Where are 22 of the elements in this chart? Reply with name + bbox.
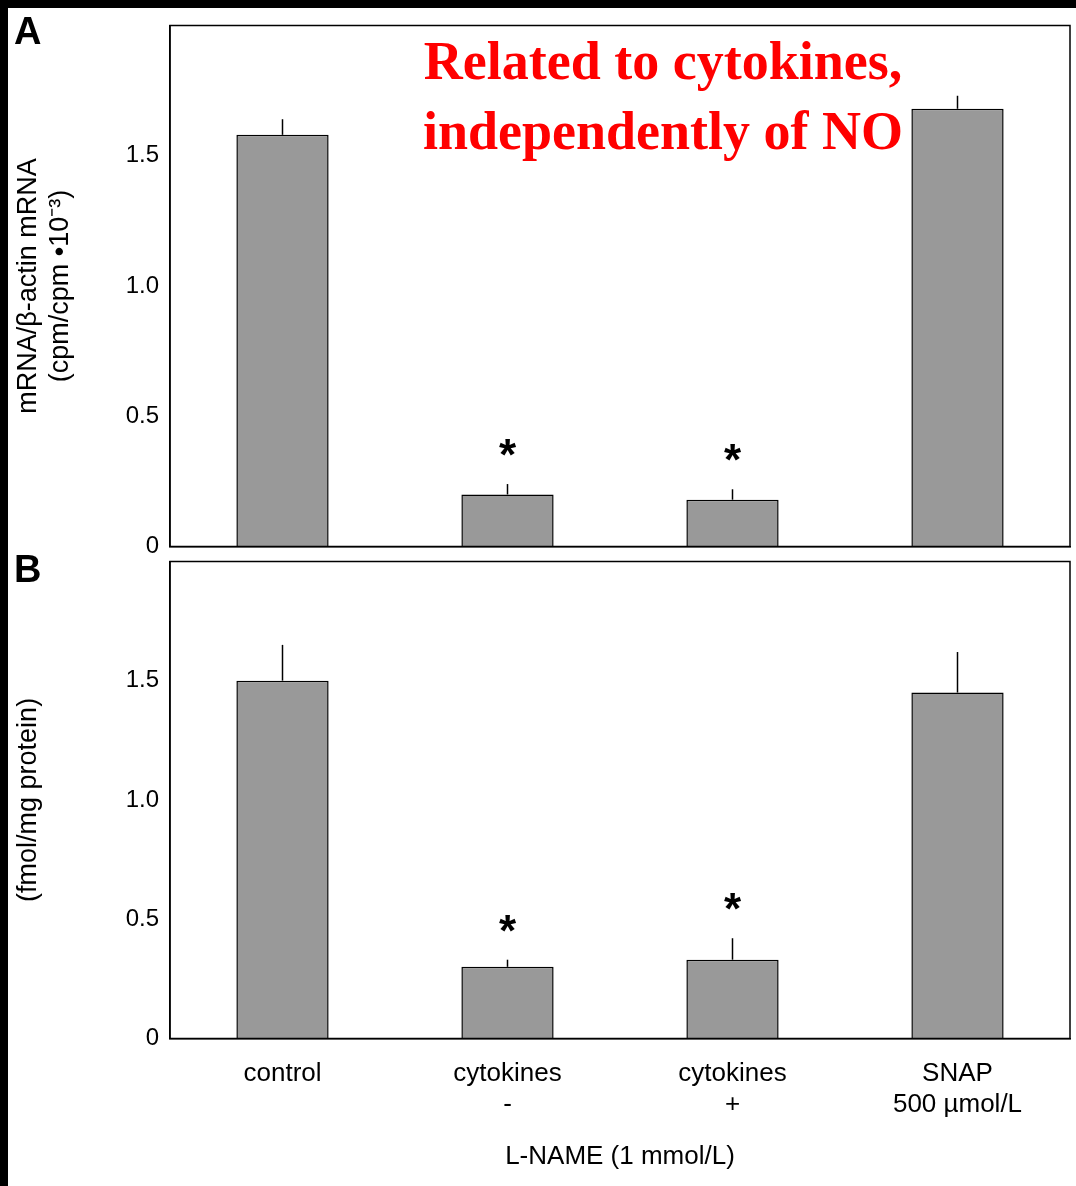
y-tick-label: 0	[145, 531, 159, 559]
annotation: *	[723, 435, 742, 485]
annotation: *	[723, 884, 742, 934]
y-tick-label: 1.0	[125, 784, 159, 812]
annotation: *	[498, 430, 517, 480]
x-tick-label: cytokines -	[453, 1057, 562, 1119]
x-tick-label: SNAP 500 µmol/L	[892, 1057, 1023, 1119]
chart-title: B	[14, 548, 42, 591]
annotation: *	[498, 905, 517, 955]
annotation: Related to cytokines, independently of NO	[421, 30, 905, 163]
y-axis-title: mRNA/β-actin mRNA (cpm/cpm •10⁻³)	[11, 158, 75, 414]
x-tick-label: cytokines +	[678, 1057, 787, 1119]
y-tick-label: 0	[145, 1023, 159, 1051]
y-tick-label: 0.5	[125, 903, 159, 931]
y-axis-title: (fmol/mg protein)	[11, 697, 42, 902]
y-tick-label: 1.0	[125, 270, 159, 298]
y-tick-label: 1.5	[125, 665, 159, 693]
y-tick-label: 1.5	[125, 140, 159, 168]
y-tick-label: 0.5	[125, 400, 159, 428]
x-axis-title: L-NAME (1 mmol/L)	[505, 1139, 735, 1170]
chart-title: A	[14, 10, 42, 53]
x-tick-label: control	[243, 1057, 322, 1088]
